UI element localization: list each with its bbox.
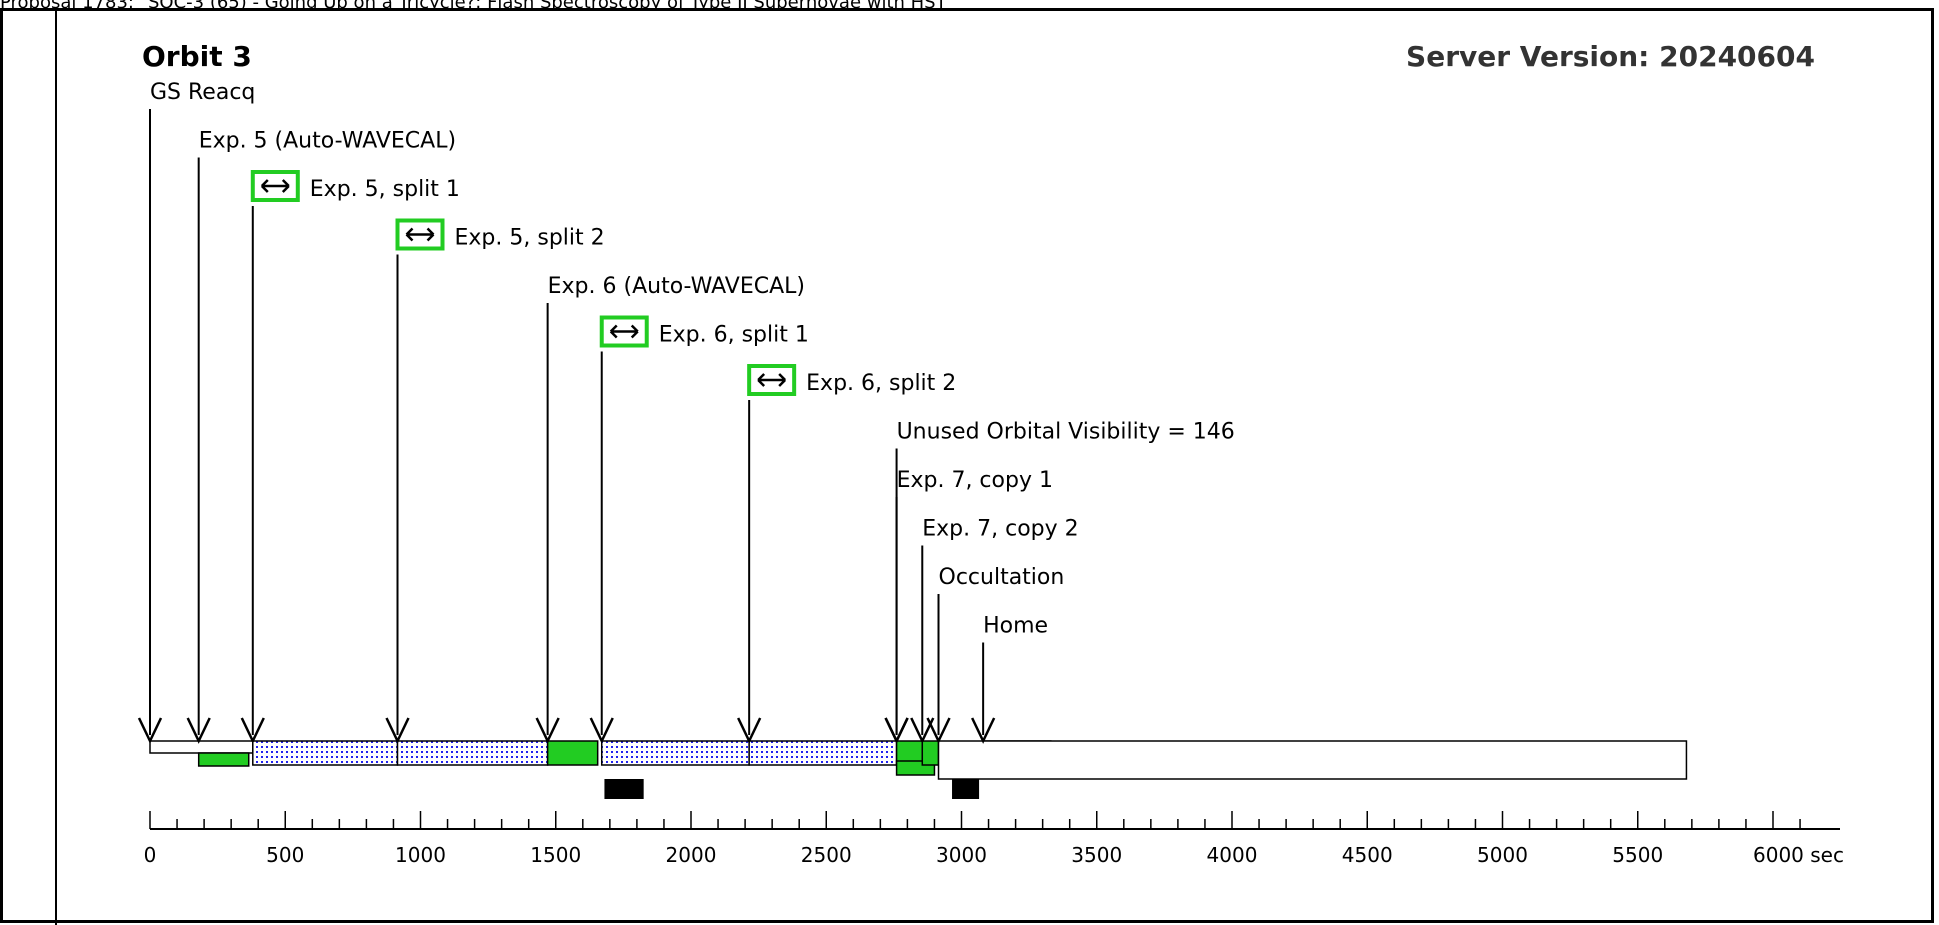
event-marker: Occultation	[926, 565, 1065, 744]
orbit-visibility-bar-bar	[149, 740, 254, 754]
event-marker: Exp. 5 (Auto-WAVECAL)	[186, 129, 456, 744]
server-version: Server Version: 20240604	[1406, 40, 1815, 73]
event-label: Exp. 7, copy 2	[922, 517, 1078, 542]
arrow-down-icon	[137, 717, 163, 744]
arrow-down-icon	[385, 717, 410, 744]
event-label: Exp. 6, split 2	[806, 371, 956, 396]
panel-divider	[55, 8, 57, 925]
tick-label: 0	[144, 843, 157, 867]
exposure-5-split-2-bar	[396, 740, 549, 766]
arrow-down-icon	[926, 717, 951, 744]
auto-wavecal-6-bar	[546, 740, 599, 766]
guide-star-acq-bar	[197, 752, 250, 767]
double-arrow-icon	[260, 179, 290, 193]
tick-label: 6000 sec	[1753, 843, 1844, 867]
arrow-down-icon	[186, 717, 211, 744]
occultation-span-bar	[937, 740, 1688, 780]
exposure-6-split-1-bar	[600, 740, 750, 766]
double-arrow-icon	[757, 373, 787, 387]
arrow-down-icon	[971, 717, 996, 744]
activity-bars	[149, 740, 1688, 799]
exposure-7-copy-2-bar	[921, 740, 940, 766]
split-icon[interactable]	[747, 364, 797, 396]
tick-label: 5500	[1612, 843, 1663, 867]
exposure-6-split-2-bar	[748, 740, 898, 766]
tick-label: 2000	[666, 843, 717, 867]
arrow-down-icon	[535, 717, 560, 744]
tick-label: 2500	[801, 843, 852, 867]
exposure-5-split-1-bar	[252, 740, 399, 766]
tick-label: 4000	[1207, 843, 1258, 867]
event-marker: Exp. 6, split 2	[737, 364, 956, 744]
double-arrow-icon	[405, 227, 435, 242]
saa-block	[952, 779, 980, 799]
tick-label: 1000	[395, 843, 446, 867]
arrow-down-icon	[737, 717, 762, 744]
saa-block	[604, 779, 644, 799]
time-axis: 0 500 1000 1500 2000 2500 3000 3500 4000 4500 5000…	[144, 811, 1844, 867]
event-marker: Home	[971, 614, 1048, 744]
event-marker: Exp. 7, copy 1	[884, 468, 1053, 744]
orbit-panel-frame	[0, 8, 1934, 923]
event-label: Exp. 5, split 1	[310, 177, 460, 202]
tick-label: 3000	[936, 843, 987, 867]
page-header: Proposal 1783: "SOC-3 (65) - Going Up on…	[0, 0, 955, 8]
event-markers: GS Reacq Exp. 5 (Auto-WAVECAL) Exp. 5, spl…	[137, 80, 1235, 744]
event-marker: Exp. 7, copy 2	[910, 517, 1079, 744]
orbit-title: Orbit 3	[142, 40, 252, 73]
event-label: Occultation	[939, 565, 1065, 590]
arrow-down-icon	[910, 717, 935, 744]
arrow-down-icon	[884, 717, 909, 744]
event-marker: Exp. 5, split 2	[385, 218, 605, 744]
event-label: Unused Orbital Visibility = 146	[897, 420, 1235, 445]
double-arrow-icon	[609, 324, 639, 339]
event-label: Home	[983, 614, 1048, 639]
event-marker: GS Reacq	[137, 80, 255, 744]
tick-label: 4500	[1342, 843, 1393, 867]
event-label: Exp. 6, split 1	[659, 323, 809, 348]
split-icon[interactable]	[599, 315, 649, 348]
tick-label: 1500	[530, 843, 581, 867]
tick-label: 500	[266, 843, 304, 867]
event-marker: Exp. 5, split 1	[240, 170, 460, 744]
event-label: Exp. 7, copy 1	[897, 468, 1053, 493]
event-label: Exp. 5, split 2	[455, 226, 605, 251]
tick-label: 5000	[1477, 843, 1528, 867]
arrow-down-icon	[240, 717, 265, 744]
event-marker: Exp. 6, split 1	[589, 315, 809, 744]
event-marker: Exp. 6 (Auto-WAVECAL)	[535, 274, 805, 744]
event-label: Exp. 6 (Auto-WAVECAL)	[548, 274, 805, 299]
split-icon[interactable]	[250, 170, 300, 202]
arrow-down-icon	[589, 717, 614, 744]
split-icon[interactable]	[395, 218, 445, 251]
tick-label: 3500	[1071, 843, 1122, 867]
event-label: Exp. 5 (Auto-WAVECAL)	[199, 129, 456, 154]
event-label: GS Reacq	[150, 80, 255, 105]
